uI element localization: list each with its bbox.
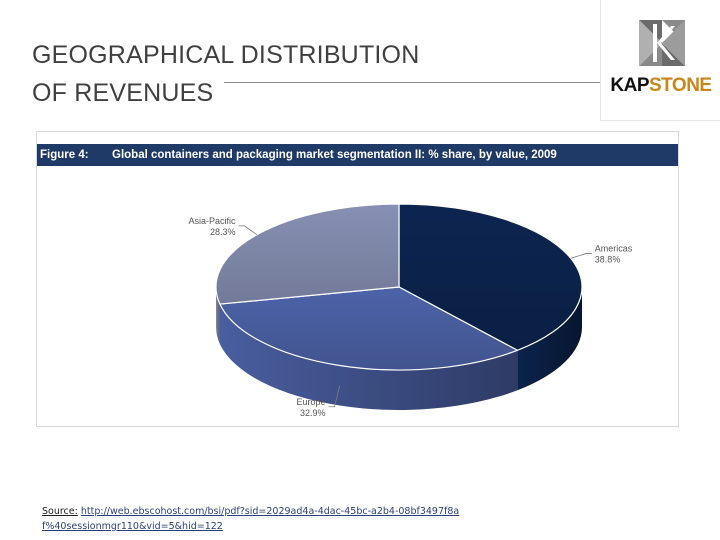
title-divider [224,82,614,83]
slice-label-europe: Europe [297,397,326,407]
figure-caption: Global containers and packaging market s… [112,149,557,161]
figure-panel: Figure 4: Global containers and packagin… [37,132,678,426]
source-label: Source: [42,506,78,517]
kapstone-logo: KAPSTONE [600,0,720,121]
source-link[interactable]: http://web.ebscohost.com/bsi/pdf?sid=202… [42,506,460,532]
source-citation: Source: http://web.ebscohost.com/bsi/pdf… [42,504,462,534]
logo-text-stone: STONE [649,75,712,96]
slide-title-line-2: OF REVENUES [32,79,214,107]
figure-header: Figure 4: Global containers and packagin… [37,144,678,166]
pie-side-americas [517,287,583,391]
figure-number: Figure 4: [40,149,89,161]
slice-value-asia-pacific: 28.3% [210,227,236,237]
kapstone-wordmark: KAPSTONE [601,75,720,97]
leader-line-europe [328,385,341,408]
pie-slice-europe [219,286,519,371]
leader-line-americas [570,253,592,259]
kapstone-emblem-icon [639,20,685,66]
pie-slice-asia-pacific [215,203,400,305]
leader-line-asia-pacific [238,225,258,236]
slice-value-europe: 32.9% [300,408,326,418]
logo-text-kap: KAP [610,75,649,96]
pie-side-europe [219,304,518,410]
slide-title-line-1: GEOGRAPHICAL DISTRIBUTION [32,41,420,69]
slice-value-americas: 38.8% [595,255,621,265]
slice-label-americas: Americas [595,244,633,254]
slide-title: GEOGRAPHICAL DISTRIBUTION OF REVENUES [32,36,552,112]
pie-side-asia-pacific [216,287,220,345]
slice-label-asia-pacific: Asia-Pacific [188,216,236,226]
